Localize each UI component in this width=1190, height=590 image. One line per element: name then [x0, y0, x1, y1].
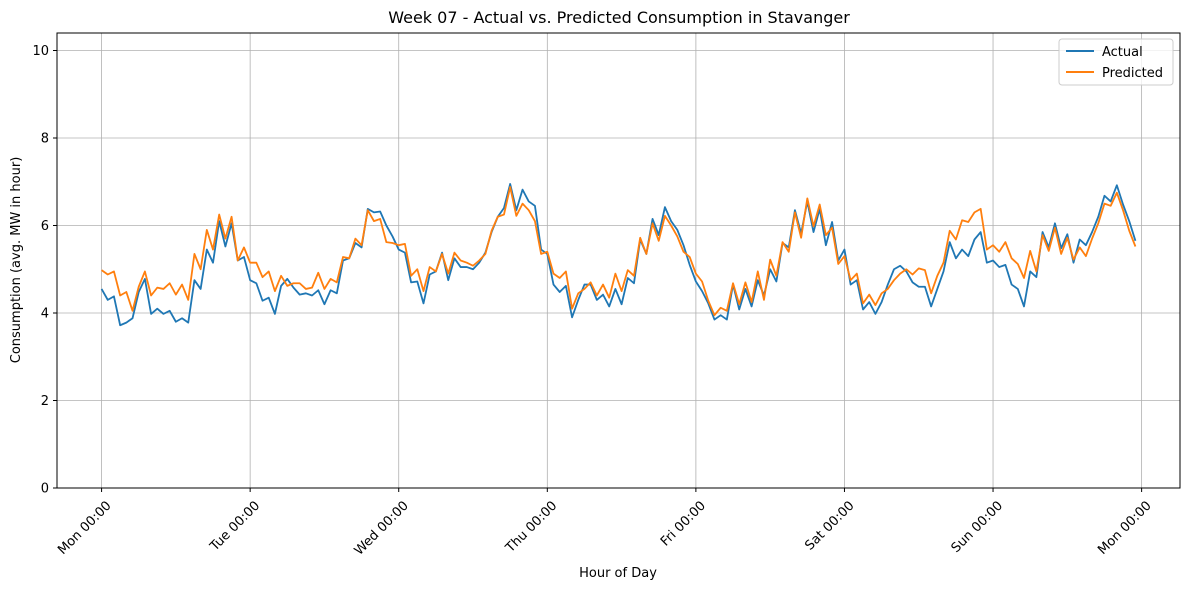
legend-label-actual: Actual — [1102, 45, 1143, 60]
legend: Actual Predicted — [1058, 38, 1174, 86]
y-tick-label: 4 — [41, 307, 49, 322]
x-axis-label: Hour of Day — [579, 566, 657, 581]
y-tick-label: 8 — [41, 132, 49, 147]
plot-frame — [56, 32, 1181, 489]
y-tick-label: 10 — [32, 44, 49, 59]
y-tick-label: 2 — [41, 394, 49, 409]
y-axis-ticks: 0 2 4 6 8 10 — [32, 44, 57, 497]
grid-lines — [57, 33, 1180, 489]
y-axis-label: Consumption (avg. MW in hour) — [9, 157, 24, 364]
legend-label-predicted: Predicted — [1102, 66, 1163, 81]
chart-title: Week 07 - Actual vs. Predicted Consumpti… — [388, 8, 850, 27]
series-lines — [100, 183, 1137, 327]
series-line-predicted — [101, 186, 1137, 317]
series-line-actual — [100, 183, 1137, 327]
y-tick-label: 6 — [41, 219, 49, 234]
y-tick-label: 0 — [41, 482, 49, 497]
